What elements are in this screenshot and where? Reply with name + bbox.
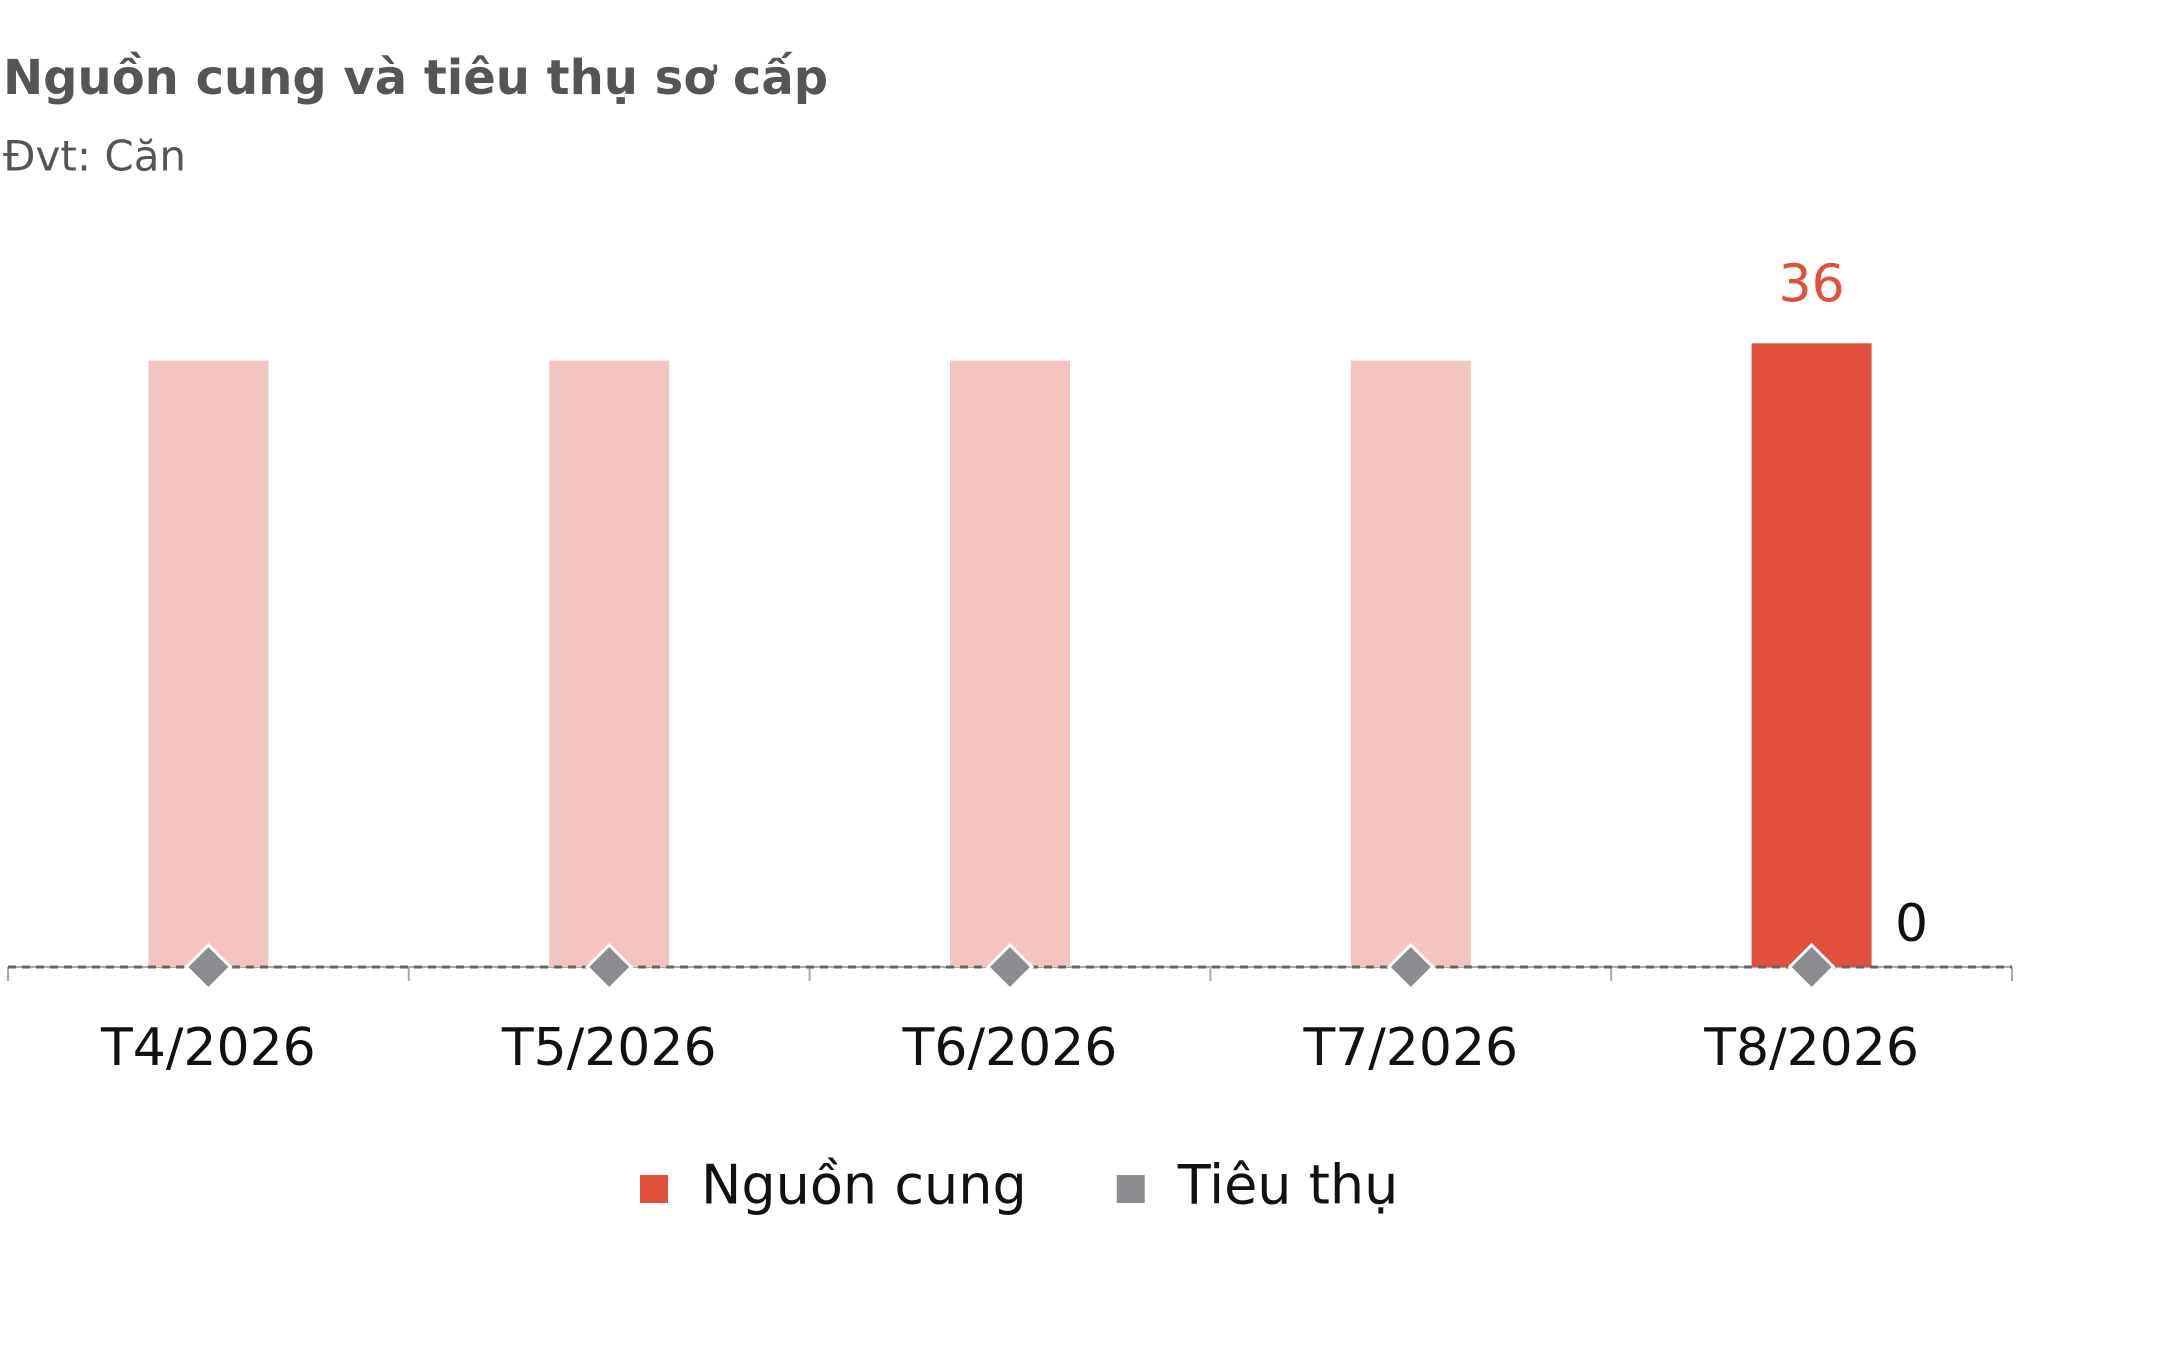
- chart-subtitle: Đvt: Căn: [3, 132, 186, 181]
- chart-title: Nguồn cung và tiêu thụ sơ cấp: [3, 50, 828, 106]
- x-tick-label: T8/2026: [1703, 1018, 1919, 1078]
- legend-swatch: [640, 1175, 668, 1203]
- legend-label: Tiêu thụ: [1177, 1154, 1399, 1217]
- bar: [1751, 343, 1872, 967]
- line-marker: [1386, 942, 1435, 992]
- data-label: 0: [1895, 894, 1928, 954]
- line-marker: [1787, 942, 1836, 992]
- line-marker: [985, 942, 1035, 992]
- bar: [549, 360, 670, 967]
- x-tick-label: T6/2026: [902, 1018, 1118, 1078]
- data-label: 36: [1779, 254, 1845, 314]
- bar: [950, 360, 1070, 967]
- x-tick-label: T7/2026: [1302, 1018, 1518, 1078]
- legend-swatch: [1116, 1175, 1145, 1203]
- x-tick-label: T4/2026: [100, 1018, 316, 1078]
- line-marker: [585, 942, 634, 992]
- legend-label: Nguồn cung: [701, 1154, 1027, 1217]
- line-marker: [184, 942, 233, 992]
- bar: [1350, 360, 1471, 967]
- x-tick-label: T5/2026: [501, 1018, 717, 1078]
- bar: [148, 360, 269, 967]
